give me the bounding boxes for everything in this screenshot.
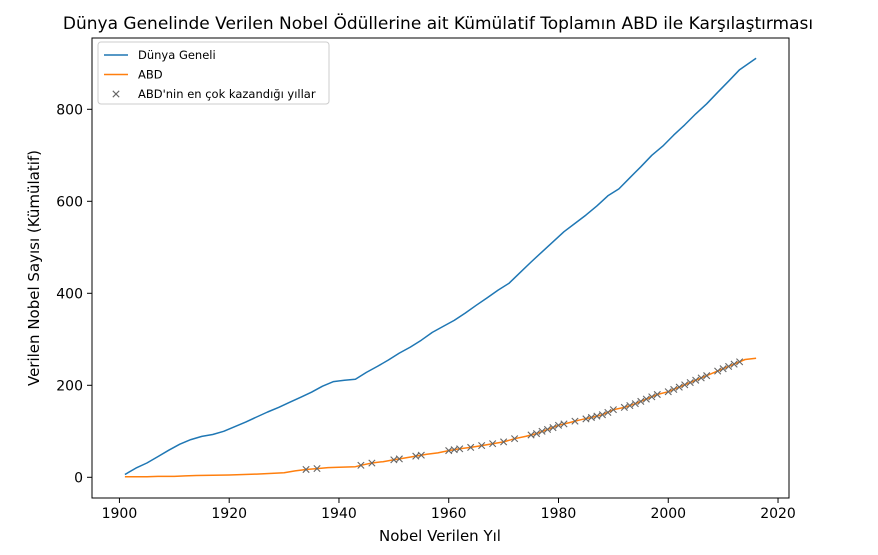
data-point-marker <box>543 425 552 434</box>
data-point-marker <box>478 441 486 450</box>
chart-title: Dünya Genelinde Verilen Nobel Ödüllerine… <box>63 12 813 34</box>
data-point-marker <box>527 431 535 439</box>
data-point-marker <box>593 412 601 420</box>
data-point-marker <box>511 435 519 443</box>
x-tick-label: 2000 <box>650 506 686 522</box>
data-point-marker <box>670 385 678 394</box>
data-point-marker <box>368 459 376 467</box>
x-tick-label: 1940 <box>321 506 357 522</box>
axes-frame <box>91 37 790 499</box>
data-point-marker <box>719 365 727 373</box>
data-point-marker <box>445 447 453 455</box>
y-tick-label: 200 <box>56 378 83 394</box>
x-axis-label: Nobel Verilen Yıl <box>379 527 501 545</box>
y-axis: 0 200 400 600 800 <box>56 102 92 486</box>
data-point-marker <box>587 413 596 422</box>
data-point-marker <box>357 461 365 469</box>
data-point-marker <box>626 401 634 410</box>
data-point-marker <box>692 376 700 384</box>
data-point-marker <box>313 464 321 473</box>
x-tick-label: 1960 <box>431 506 467 522</box>
data-point-marker <box>653 390 661 399</box>
y-tick-label: 600 <box>56 194 83 210</box>
data-point-marker <box>571 417 579 425</box>
data-point-marker <box>642 395 650 403</box>
data-point-marker <box>456 445 464 453</box>
y-tick-label: 400 <box>56 286 83 302</box>
data-point-marker <box>598 411 606 419</box>
data-point-marker <box>450 446 458 454</box>
x-tick-label: 1900 <box>102 506 138 522</box>
data-point-marker <box>582 415 590 423</box>
data-point-marker <box>549 424 557 432</box>
data-point-marker <box>489 440 497 448</box>
x-tick-label: 2020 <box>760 506 796 522</box>
data-point-marker <box>467 443 475 451</box>
legend-label: Dünya Geneli <box>138 48 216 62</box>
data-point-marker <box>697 374 705 382</box>
data-point-marker <box>538 427 546 435</box>
data-point-marker <box>631 400 639 408</box>
legend: Dünya Geneli ABD ABD'nin en çok kazandığı … <box>97 41 330 105</box>
data-point-marker <box>725 362 733 371</box>
data-point-marker <box>736 358 744 366</box>
data-point-marker <box>648 393 656 401</box>
data-point-marker <box>604 408 612 417</box>
data-point-marker <box>681 381 689 389</box>
data-point-marker <box>620 403 628 411</box>
legend-box <box>97 41 330 105</box>
x-tick-label: 1980 <box>541 506 577 522</box>
data-point-marker <box>637 397 645 405</box>
data-point-marker <box>560 420 568 428</box>
legend-item: ABD <box>104 68 163 82</box>
legend-label: ABD <box>138 68 163 82</box>
data-point-marker <box>675 383 683 391</box>
data-point-marker <box>395 455 403 463</box>
data-point-marker <box>302 465 310 474</box>
data-point-marker <box>532 430 541 438</box>
data-point-marker <box>609 406 617 414</box>
y-tick-label: 800 <box>56 102 83 118</box>
legend-label: ABD'nin en çok kazandığı yıllar <box>138 87 316 101</box>
y-axis-label: Verilen Nobel Sayısı (Kümülatif) <box>25 150 43 386</box>
data-point-marker <box>714 367 722 375</box>
y-tick-label: 0 <box>74 470 83 486</box>
data-point-marker <box>412 452 420 460</box>
legend-swatch <box>112 90 120 98</box>
legend-item: Dünya Geneli <box>104 48 216 62</box>
data-point-marker <box>703 372 711 380</box>
data-point-marker <box>554 421 563 429</box>
x-tick-label: 1920 <box>211 506 247 522</box>
legend-item: ABD'nin en çok kazandığı yıllar <box>112 87 316 101</box>
x-axis: 1900 1920 1940 1960 1980 2000 2020 <box>102 498 796 522</box>
data-point-marker <box>686 378 694 387</box>
data-point-marker <box>730 360 738 368</box>
data-point-marker <box>500 438 508 446</box>
data-point-marker <box>417 451 425 459</box>
series-line-usa <box>124 357 757 478</box>
data-point-marker <box>664 388 672 396</box>
plot-area: 1900 1920 1940 1960 1980 2000 2020 0 200 400 600 8… <box>56 37 796 522</box>
series-line-world <box>124 57 757 476</box>
data-point-marker <box>390 456 398 464</box>
